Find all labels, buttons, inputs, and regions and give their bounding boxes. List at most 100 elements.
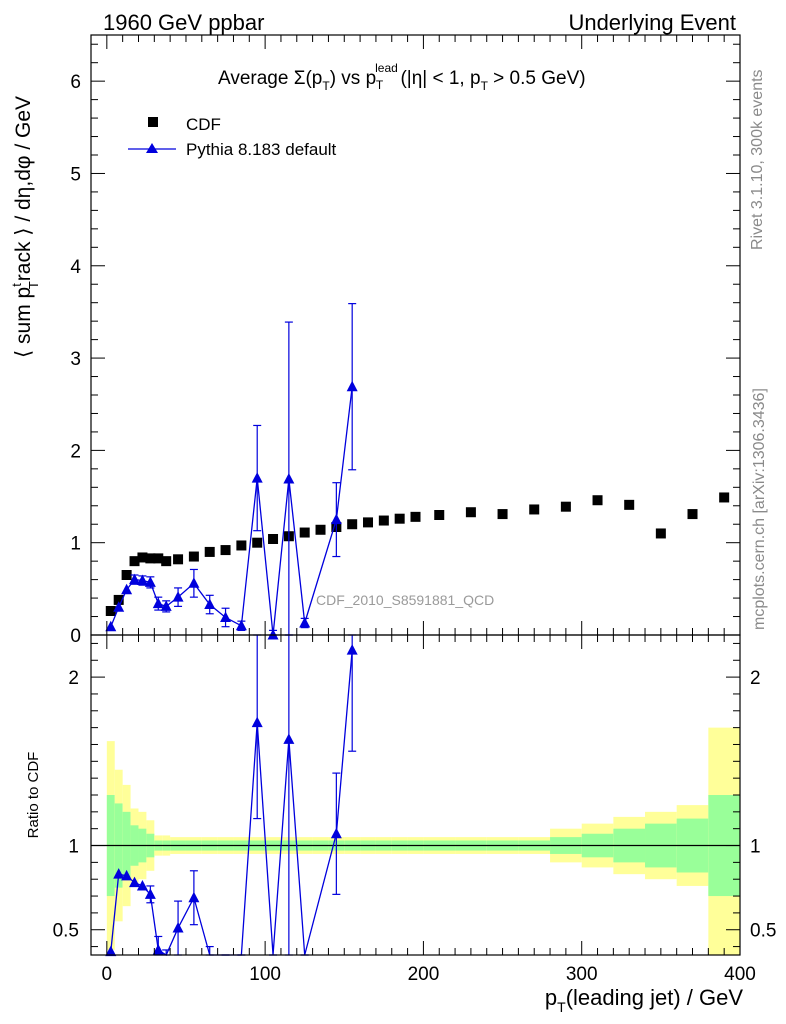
title-part-pre: Average <box>218 68 294 89</box>
cdf-point <box>560 501 571 512</box>
cdf-point <box>153 553 164 564</box>
title-part-mid: ) vs p <box>330 68 376 89</box>
x-tick-label: 200 <box>408 964 440 985</box>
cdf-point <box>315 524 326 535</box>
ratio-y-tick-label-right: 2 <box>750 668 761 689</box>
cdf-point <box>220 545 231 556</box>
analysis-watermark: CDF_2010_S8591881_QCD <box>316 592 494 608</box>
xlabel-part-b: (leading jet) / GeV <box>566 985 744 1010</box>
ratio-axes: 0.5 0.5 1 1 2 2 0 100 200 300 400 <box>53 634 776 985</box>
cdf-point <box>145 553 156 564</box>
cdf-point <box>434 510 445 520</box>
ratio-point <box>105 945 117 957</box>
cdf-point <box>394 513 405 524</box>
main-data-layer <box>105 303 730 640</box>
main-y-tick-label: 6 <box>70 72 81 93</box>
ratio-line <box>110 650 353 956</box>
pythia-point <box>105 620 117 632</box>
x-tick-label: 300 <box>566 964 598 985</box>
pythia-point <box>220 611 232 622</box>
title-part-lead: lead <box>375 61 398 75</box>
main-axes: 0 1 2 3 4 5 6 <box>70 34 741 647</box>
cdf-point <box>410 511 421 522</box>
ratio-point <box>283 733 295 744</box>
cdf-point <box>113 594 124 605</box>
cdf-point <box>252 537 263 548</box>
pythia-point <box>144 576 156 587</box>
legend-cdf-label: CDF <box>186 115 221 134</box>
cdf-point <box>161 556 172 567</box>
header-left: 1960 GeV ppbar <box>103 10 264 35</box>
cdf-point <box>268 534 279 544</box>
main-title-text: Average Σ(pT) vs plead T (|η| < 1, pT > 0… <box>218 61 586 93</box>
ratio-point <box>251 716 263 728</box>
ratio-y-tick-label-left: 2 <box>68 668 79 689</box>
main-y-tick-label: 4 <box>70 257 81 278</box>
ratio-point <box>330 827 342 839</box>
ratio-point <box>346 644 358 655</box>
cdf-point <box>129 556 140 567</box>
pythia-point <box>267 629 279 640</box>
cdf-point <box>236 540 247 551</box>
cdf-point <box>529 504 540 515</box>
ratio-y-tick-label-right: 0.5 <box>750 921 776 942</box>
main-y-axis-label-text: ⟨ sum pt Track ⟩ / dη,dφ / GeV <box>9 96 41 358</box>
cdf-point <box>719 492 730 503</box>
ratio-point <box>121 869 133 881</box>
x-tick-label: 400 <box>724 964 756 985</box>
title-part-T3: T <box>481 79 489 93</box>
pythia-point <box>160 600 172 611</box>
pythia-point <box>235 619 247 631</box>
title-part-T2: T <box>376 78 384 92</box>
ylabel-part-b: rack ⟩ / dη,dφ / GeV <box>12 96 35 281</box>
ylabel-part-t: t <box>9 283 24 287</box>
pythia-point <box>113 601 125 612</box>
pythia-point <box>283 473 295 484</box>
main-y-tick-label: 2 <box>70 441 81 462</box>
pythia-point <box>152 597 164 609</box>
main-y-tick-label: 5 <box>70 164 81 185</box>
ratio-point <box>144 888 156 899</box>
ylabel-part-T: T <box>26 281 41 289</box>
pythia-point <box>251 472 263 483</box>
cdf-point <box>655 528 666 539</box>
pythia-point <box>172 591 184 602</box>
cdf-point <box>687 509 698 520</box>
ratio-point <box>188 891 200 903</box>
cdf-point <box>624 499 635 510</box>
title-part-T1: T <box>322 79 330 93</box>
pythia-point <box>188 577 200 588</box>
main-y-tick-label: 3 <box>70 349 81 370</box>
ratio-y-tick-label-left: 1 <box>68 837 79 858</box>
mcplots-label: mcplots.cern.ch [arXiv:1306.3436] <box>751 388 768 630</box>
header-right: Underlying Event <box>568 10 736 35</box>
cdf-point <box>173 554 184 565</box>
x-tick-label: 100 <box>249 964 281 985</box>
cdf-point <box>121 570 132 580</box>
pythia-point <box>129 573 141 585</box>
ratio-y-tick-label-left: 0.5 <box>53 921 79 942</box>
ratio-data-layer <box>105 634 358 957</box>
legend-pythia-label: Pythia 8.183 default <box>186 140 337 159</box>
main-y-axis-label: ⟨ sum pt Track ⟩ / dη,dφ / GeV <box>9 96 41 358</box>
ratio-point <box>136 879 148 891</box>
xlabel-part-T: T <box>557 999 566 1015</box>
cdf-point <box>137 552 148 563</box>
pythia-point <box>121 583 133 595</box>
x-axis-label: pT(leading jet) / GeV <box>545 985 743 1015</box>
cdf-point <box>378 515 389 526</box>
ratio-panel: Ratio to CDF 0.5 0.5 1 1 2 2 0 100 200 300 400 pT(… <box>25 634 776 1015</box>
cdf-point <box>497 509 508 520</box>
main-y-tick-label: 0 <box>70 626 81 647</box>
pythia-point <box>299 617 311 628</box>
title-part-sigma: Σ(p <box>294 68 323 89</box>
ylabel-part-a: ⟨ sum p <box>12 287 35 358</box>
ratio-point <box>113 868 125 879</box>
ratio-point <box>129 876 141 888</box>
pythia-point <box>136 574 148 586</box>
cdf-point <box>363 517 374 528</box>
x-tick-label: 0 <box>102 964 113 985</box>
pythia-point <box>330 513 342 525</box>
rivet-label: Rivet 3.1.10, 300k events <box>749 69 766 250</box>
